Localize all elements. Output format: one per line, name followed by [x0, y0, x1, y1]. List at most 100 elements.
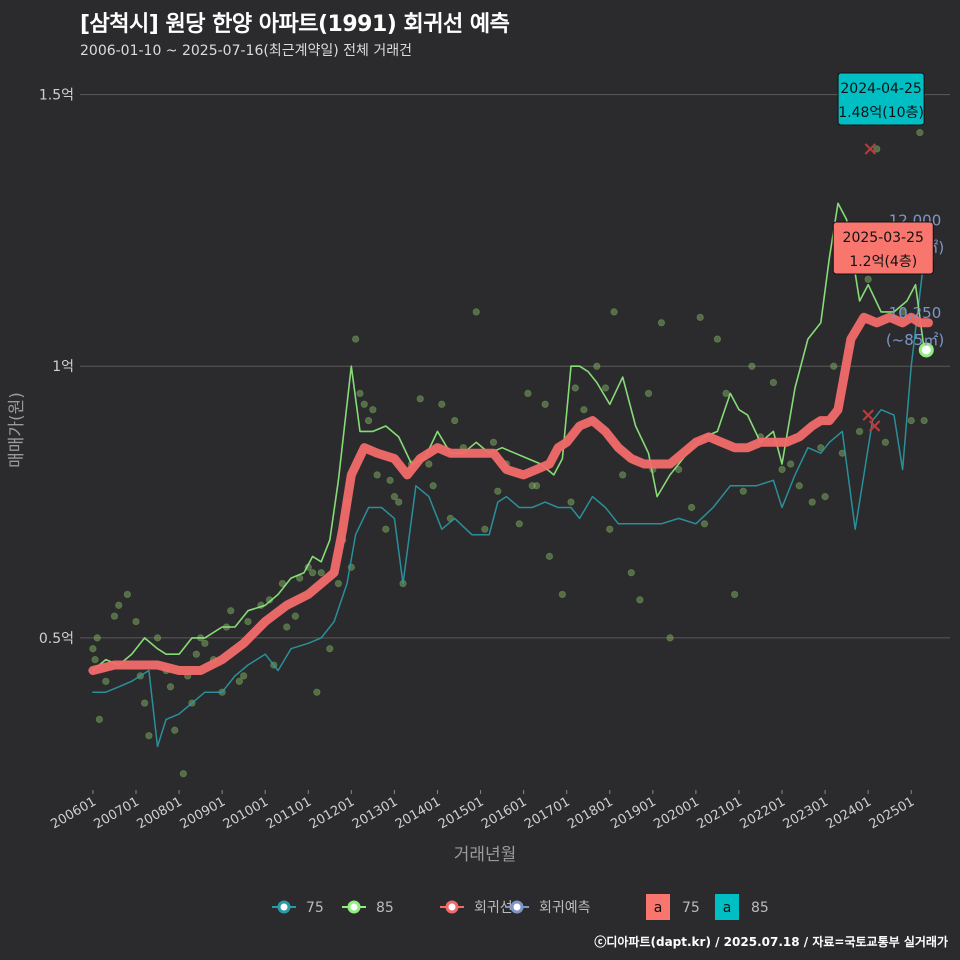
scatter-point [657, 319, 666, 327]
legend-dot [277, 900, 291, 914]
scatter-point [601, 384, 610, 392]
scatter-point [532, 482, 541, 490]
scatter-point [778, 465, 786, 474]
scatter-point [571, 384, 579, 392]
legend-item: 85 [342, 900, 394, 916]
scatter-point [283, 623, 291, 631]
scatter-point [110, 612, 119, 620]
x-tick-label: 201401 [393, 794, 443, 832]
x-tick-label: 201201 [307, 794, 357, 832]
x-tick-label: 202001 [651, 794, 701, 832]
scatter-point [395, 498, 403, 506]
scatter-point [489, 438, 498, 446]
legend-label: 회귀예측 [539, 900, 591, 916]
scatter-point [326, 645, 334, 653]
scatter-point [240, 672, 248, 680]
x-tick-label: 202301 [781, 794, 831, 832]
scatter-point [334, 579, 343, 588]
scatter-point [864, 275, 872, 283]
scatter-point [89, 645, 97, 653]
x-tick-label: 201301 [350, 794, 400, 832]
scatter-point [769, 378, 778, 387]
scatter-point [916, 129, 924, 137]
legend-box-label: 85 [751, 900, 769, 916]
scatter-point [787, 460, 795, 468]
legend-label: 회귀선 [474, 900, 513, 916]
scatter-point [308, 569, 317, 577]
scatter-point [610, 308, 618, 316]
scatter-point [748, 362, 756, 370]
scatter-point [567, 498, 575, 506]
scatter-point [593, 362, 601, 370]
annotation-box [832, 221, 934, 275]
scatter-point [545, 552, 554, 560]
x-tick-label: 202501 [867, 794, 917, 832]
scatter-point [235, 677, 243, 685]
annotation-max85: 2024-04-25 1.48억(10층) [837, 72, 925, 126]
scatter-point [515, 520, 523, 528]
x-tick-label: 202101 [694, 794, 744, 832]
legend-label-box: a 75 [646, 894, 700, 920]
scatter-point [244, 617, 252, 626]
scatter-point [644, 389, 653, 398]
scatter-point [356, 389, 364, 398]
x-axis-title: 거래년월 [454, 845, 517, 865]
chart-title: [삼척시] 원당 한양 아파트(1991) 회귀선 예측 [80, 12, 510, 37]
x-tick-label: 201001 [221, 794, 271, 832]
legend-dot [510, 900, 524, 914]
x-tick-label: 200801 [135, 794, 185, 832]
scatter-point [920, 416, 928, 425]
legend-item: 회귀예측 [505, 900, 591, 916]
x-tick-label: 201101 [264, 794, 314, 832]
series-75-line [92, 256, 925, 748]
annotation-lastreg: 2025-03-25 1.2억(4층) [832, 221, 934, 275]
scatter-point [425, 460, 433, 468]
scatter-point [696, 313, 704, 321]
annotation-date: 2025-03-25 [843, 230, 924, 246]
legend-box-glyph: a [654, 900, 663, 916]
y-tick-label: 0.5억 [39, 631, 74, 647]
x-tick-label: 200901 [178, 794, 228, 832]
scatter-point [373, 471, 381, 479]
scatter-point [364, 416, 373, 425]
chart-subtitle: 2006-01-10 ~ 2025-07-16(최근계약일) 전체 거래건 [80, 43, 412, 59]
excluded-x-stroke [864, 143, 877, 155]
forecast-point-85 [918, 342, 934, 358]
annotation-box [837, 72, 925, 126]
scatter-point [558, 590, 566, 599]
scatter-point [731, 590, 739, 599]
x-tick-label: 201901 [608, 794, 658, 832]
scatter-point [627, 569, 635, 577]
y-tick-label: 1억 [52, 359, 74, 375]
scatter-point [132, 617, 140, 626]
scatter-point [666, 634, 674, 642]
scatter-point [636, 596, 644, 604]
credit-footer: ⓒ디아파트(dapt.kr) / 2025.07.18 / 자료=국토교통부 실… [594, 935, 948, 949]
x-tick-label: 201801 [565, 794, 615, 832]
x-tick-label: 202401 [824, 794, 874, 832]
scatter-point [830, 362, 838, 370]
legend-label: 85 [376, 900, 394, 916]
scatter-point [541, 400, 549, 408]
legend-item: 회귀선 [440, 900, 513, 916]
scatter-point [369, 406, 377, 414]
scatter-point [291, 612, 299, 620]
excluded-x-marker [864, 143, 877, 155]
scatter-point [153, 634, 162, 642]
legend-dot [445, 900, 459, 914]
scatter-point [91, 656, 99, 664]
x-tick-label: 201501 [436, 794, 486, 832]
scatter-point [141, 699, 149, 707]
annotation-price: 1.2억(4층) [849, 254, 917, 270]
scatter-point [313, 688, 321, 696]
excluded-x-stroke [862, 409, 874, 421]
scatter-point [278, 579, 287, 588]
scatter-point [317, 569, 325, 577]
x-tick-label: 200601 [48, 794, 98, 832]
scatter-point [352, 335, 360, 343]
y-tick-label: 1.5억 [39, 88, 74, 104]
scatter-point [855, 427, 864, 436]
scatter-point [390, 493, 399, 501]
scatter-point [382, 525, 390, 533]
